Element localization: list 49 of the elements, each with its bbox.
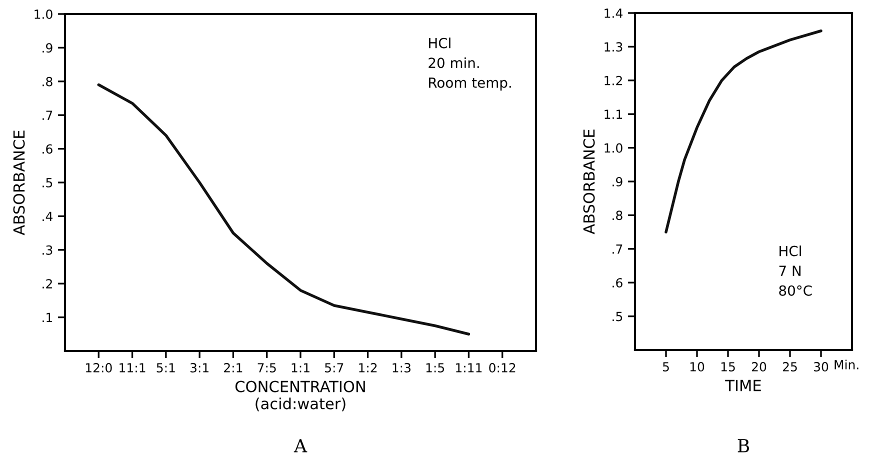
- y-tick-label: 1.3: [604, 42, 622, 52]
- y-tick-label: .6: [612, 278, 622, 288]
- y-tick-label: .5: [612, 312, 622, 322]
- y-tick-label: .8: [42, 76, 52, 86]
- x-axis-title: CONCENTRATION (acid:water): [235, 380, 365, 412]
- y-axis-title: ABSORBANCE: [583, 130, 595, 234]
- y-tick-label: .3: [42, 245, 52, 255]
- y-tick-label: .2: [42, 279, 52, 288]
- y-tick-label: 1.0: [34, 9, 52, 19]
- y-tick-label: .8: [612, 210, 622, 220]
- x-tick-label: 5: [662, 362, 669, 372]
- y-tick-label: .9: [612, 176, 622, 186]
- x-tick-label: 5:7: [325, 363, 344, 372]
- y-tick-label: .5: [42, 178, 52, 188]
- y-tick-label: 1.0: [604, 143, 622, 153]
- x-tick-label: 1:1: [292, 363, 310, 372]
- x-tick-label: 10: [690, 362, 704, 372]
- y-tick-label: .4: [42, 212, 52, 221]
- text: A: [294, 439, 308, 452]
- y-tick-label: .7: [612, 244, 622, 254]
- y-tick-label: .7: [42, 110, 52, 120]
- x-tick-label: 3:1: [190, 363, 208, 372]
- x-axis-title: TIME: [725, 380, 761, 392]
- y-axis-title: ABSORBANCE: [13, 130, 25, 236]
- x-tick-label: 1:3: [392, 363, 410, 372]
- annotation: HCl 20 min. Room temp.: [428, 38, 511, 91]
- x-tick-label: 12:0: [86, 363, 112, 372]
- y-tick-label: .1: [42, 312, 52, 322]
- annotation: HCl 7 N 80°C: [779, 246, 812, 296]
- y-tick-label: 1.2: [604, 76, 622, 86]
- x-tick-label: 5:1: [156, 363, 175, 372]
- x-tick-label: 0:12: [489, 363, 516, 372]
- x-tick-label: 11:1: [120, 363, 146, 372]
- x-tick-label: 2:1: [224, 363, 242, 372]
- line-series: [664, 29, 822, 234]
- x-tick-label: 25: [782, 362, 797, 372]
- y-tick-label: .9: [42, 43, 52, 53]
- x-tick-label: 1:2: [359, 363, 377, 372]
- text: B: [738, 439, 750, 452]
- x-tick-label: 15: [721, 362, 735, 372]
- x-tick-label: 7:5: [258, 363, 276, 372]
- y-tick-label: 1.4: [604, 8, 622, 18]
- y-tick-label: 1.1: [604, 110, 622, 119]
- y-tick-label: .6: [42, 144, 52, 154]
- x-tick-label: 20: [752, 362, 766, 372]
- x-tick-label: 30: [814, 362, 828, 372]
- x-tick-label: 1:5: [426, 363, 444, 372]
- x-tick-label: 1:11: [456, 363, 482, 372]
- text: Min.: [834, 360, 858, 370]
